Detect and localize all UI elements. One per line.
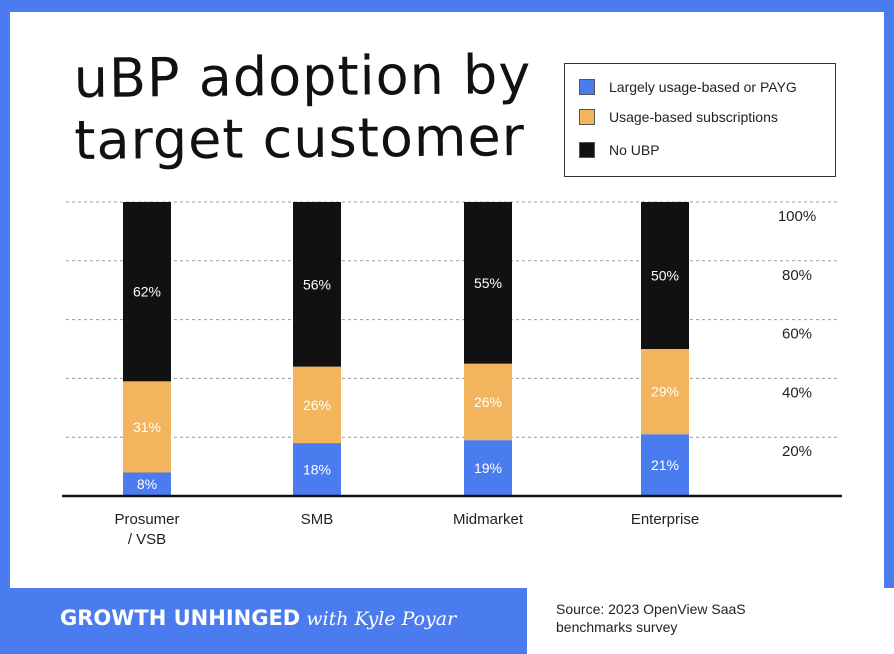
bar-segment bbox=[641, 434, 689, 496]
legend-swatch-no-ubp bbox=[579, 142, 595, 158]
legend-swatch-usage-subscriptions bbox=[579, 109, 595, 125]
data-label: 29% bbox=[651, 384, 679, 400]
legend-swatch-usage-based bbox=[579, 79, 595, 95]
legend-item-no-ubp: No UBP bbox=[579, 142, 660, 158]
legend-item-usage-subscriptions: Usage-based subscriptions bbox=[579, 109, 778, 125]
data-label: 26% bbox=[474, 394, 502, 410]
x-tick-label: SMB bbox=[301, 511, 334, 528]
footer-source: Source: 2023 OpenView SaaS benchmarks su… bbox=[556, 600, 746, 636]
footer-brand: GROWTH UNHINGED with Kyle Poyar bbox=[60, 606, 456, 630]
data-label: 31% bbox=[133, 419, 161, 435]
legend: Largely usage-based or PAYG Usage-based … bbox=[564, 63, 836, 177]
x-tick-label: Prosumer bbox=[114, 511, 179, 528]
footer-brand-bar bbox=[0, 588, 527, 654]
legend-item-usage-based: Largely usage-based or PAYG bbox=[579, 79, 797, 95]
data-label: 55% bbox=[474, 275, 502, 291]
y-tick-label: 20% bbox=[782, 443, 812, 460]
y-tick-label: 60% bbox=[782, 326, 812, 343]
legend-label-no-ubp: No UBP bbox=[609, 142, 660, 158]
bar-segment bbox=[123, 381, 171, 473]
bar-segment bbox=[641, 349, 689, 435]
legend-label-usage-based: Largely usage-based or PAYG bbox=[609, 79, 797, 95]
bar-segment bbox=[641, 202, 689, 349]
footer-source-line-2: benchmarks survey bbox=[556, 619, 678, 635]
bar-segment bbox=[293, 366, 341, 444]
data-label: 8% bbox=[137, 476, 157, 492]
data-label: 26% bbox=[303, 397, 331, 413]
bar-segment bbox=[464, 202, 512, 364]
footer-source-line-1: Source: 2023 OpenView SaaS bbox=[556, 601, 746, 617]
bar-segment bbox=[464, 440, 512, 496]
data-label: 18% bbox=[303, 462, 331, 478]
y-tick-label: 80% bbox=[782, 267, 812, 284]
footer-brand-with: with Kyle Poyar bbox=[306, 608, 457, 630]
y-tick-label: 40% bbox=[782, 384, 812, 401]
bar-segment bbox=[123, 472, 171, 496]
bar-segment bbox=[464, 363, 512, 441]
bar-segment bbox=[123, 202, 171, 382]
bar-segment bbox=[293, 202, 341, 367]
data-label: 50% bbox=[651, 268, 679, 284]
x-tick-label: Midmarket bbox=[453, 511, 524, 528]
y-tick-label: 100% bbox=[778, 208, 816, 225]
data-label: 21% bbox=[651, 457, 679, 473]
bar-segment bbox=[293, 443, 341, 496]
data-label: 19% bbox=[474, 460, 502, 476]
legend-label-usage-subscriptions: Usage-based subscriptions bbox=[609, 109, 778, 125]
data-label: 62% bbox=[133, 284, 161, 300]
footer-source-area bbox=[527, 588, 894, 654]
footer-brand-name: GROWTH UNHINGED bbox=[60, 606, 301, 630]
data-label: 56% bbox=[303, 276, 331, 292]
x-tick-label: Enterprise bbox=[631, 511, 699, 528]
stacked-bar-chart: 20% 40% 60% 80% 100% 8% 31% 62% Prosumer / VSB 18%… bbox=[62, 201, 842, 548]
x-tick-label: / VSB bbox=[128, 531, 166, 548]
